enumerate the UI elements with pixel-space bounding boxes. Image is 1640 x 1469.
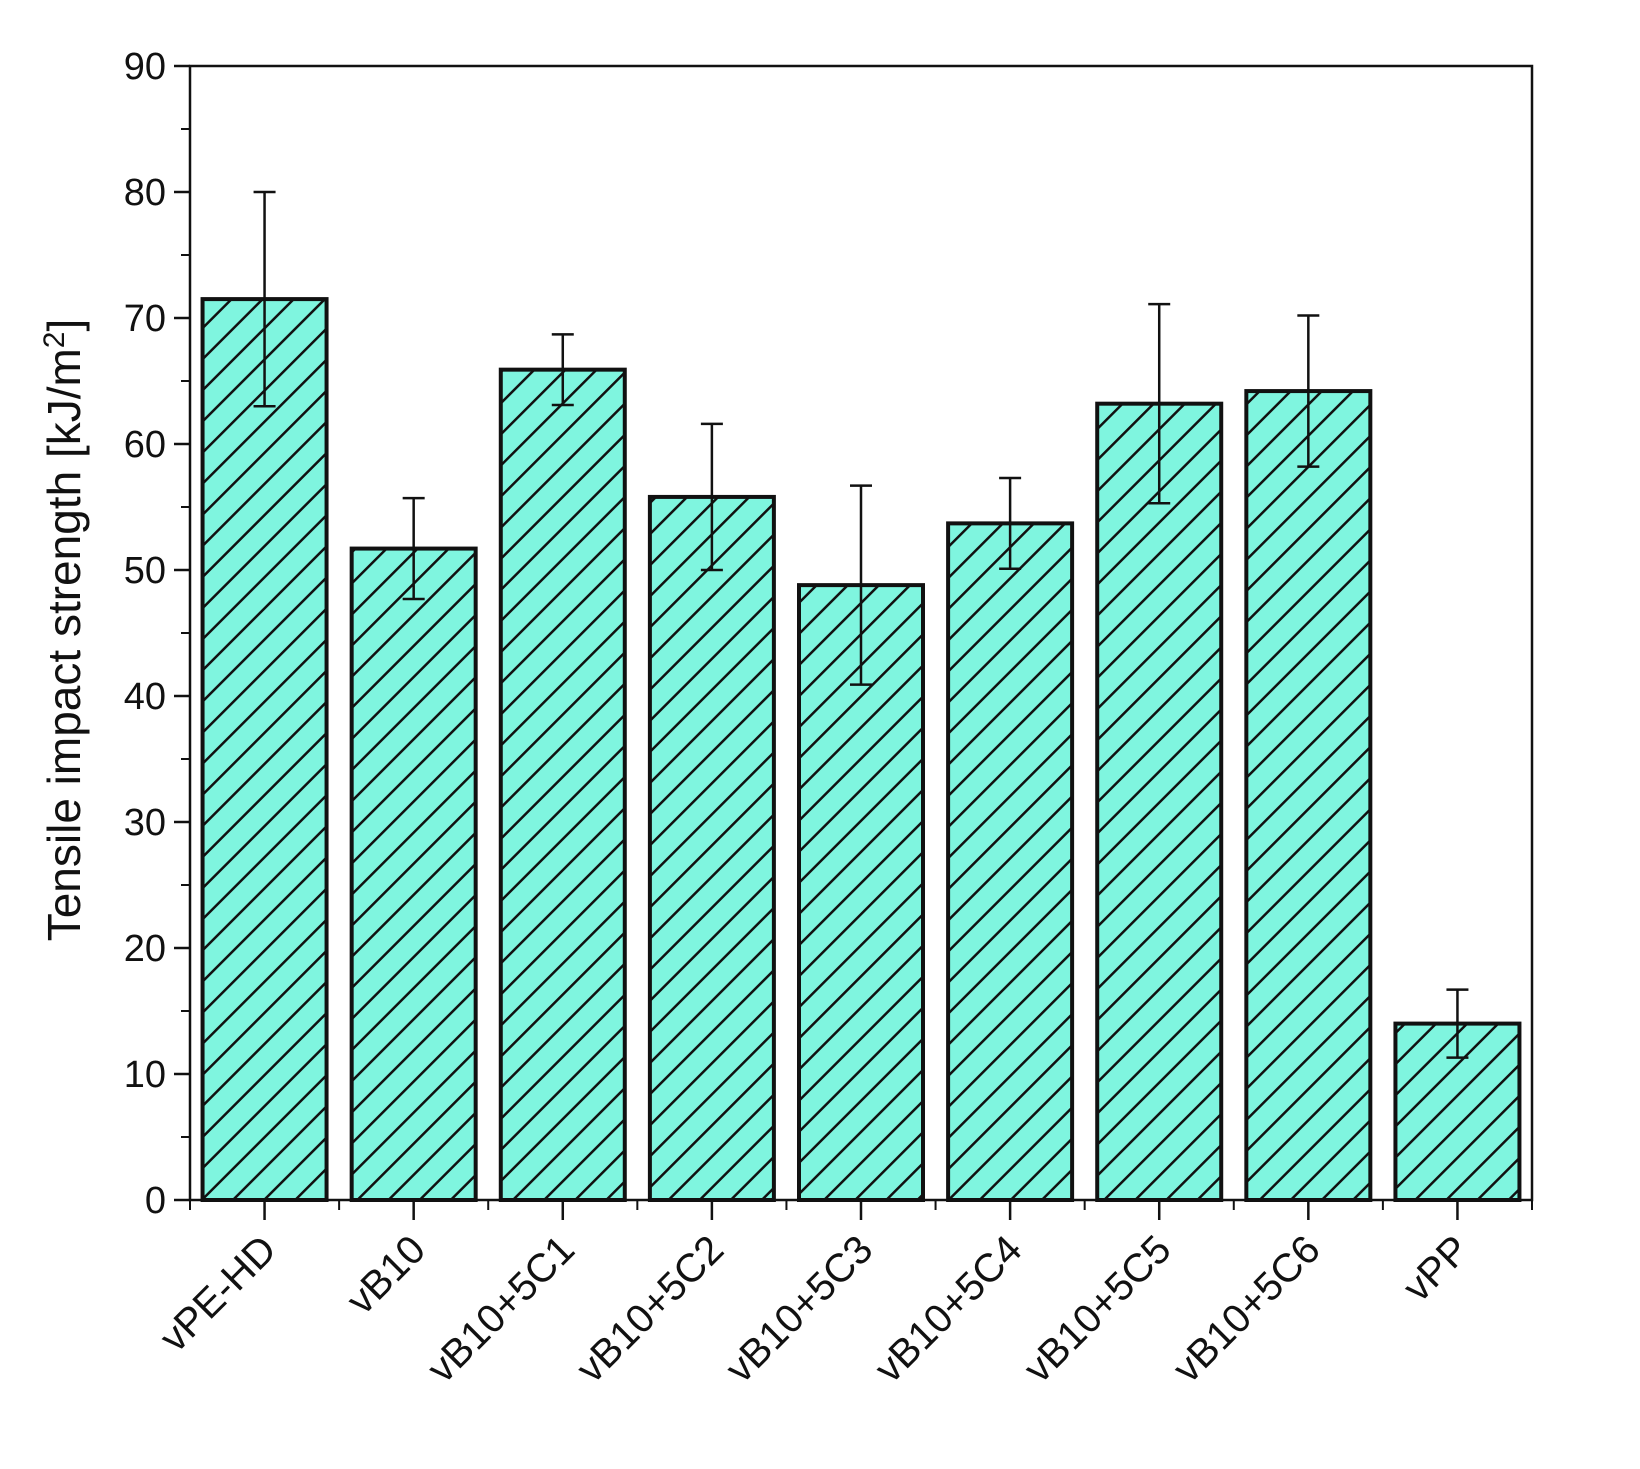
x-tick-label: vB10+5C5 bbox=[1016, 1227, 1180, 1391]
bar-vB10+5C6 bbox=[1244, 389, 1373, 1202]
bar-vPE-HD bbox=[200, 297, 329, 1203]
bar-vB10+5C3 bbox=[797, 583, 925, 1202]
x-tick-label: vPP bbox=[1395, 1227, 1478, 1310]
y-tick-label: 70 bbox=[124, 298, 166, 340]
y-tick-label: 60 bbox=[124, 424, 166, 466]
bar-vB10+5C2 bbox=[647, 494, 776, 1203]
x-tick-label: vPE-HD bbox=[152, 1227, 285, 1360]
y-tick-label: 80 bbox=[124, 172, 166, 214]
y-tick-label: 10 bbox=[124, 1054, 166, 1096]
x-tick-label: vB10 bbox=[338, 1227, 434, 1323]
y-tick-label: 90 bbox=[124, 46, 166, 88]
x-tick-label: vB10+5C6 bbox=[1165, 1227, 1329, 1391]
y-tick-label: 20 bbox=[124, 928, 166, 970]
bar-vB10 bbox=[349, 546, 478, 1202]
y-axis-title-suffix: ] bbox=[38, 319, 90, 332]
y-axis-title: Tensile impact strength [kJ/m2] bbox=[38, 319, 90, 942]
x-tick-label: vB10+5C1 bbox=[419, 1227, 583, 1391]
y-axis-title-main: Tensile impact strength [kJ/m bbox=[38, 348, 90, 941]
bar-vB10+5C4 bbox=[946, 521, 1075, 1202]
bar-vB10+5C1 bbox=[498, 367, 627, 1203]
x-tick-label: vB10+5C3 bbox=[717, 1227, 881, 1391]
bar-vB10+5C5 bbox=[1095, 401, 1224, 1202]
y-tick-label: 50 bbox=[124, 550, 166, 592]
y-tick-label: 0 bbox=[145, 1180, 166, 1222]
y-tick-label: 40 bbox=[124, 676, 166, 718]
y-tick-label: 30 bbox=[124, 802, 166, 844]
x-tick-label: vB10+5C4 bbox=[866, 1227, 1030, 1391]
x-tick-label: vB10+5C2 bbox=[568, 1227, 732, 1391]
y-axis-title-superscript: 2 bbox=[38, 331, 71, 348]
